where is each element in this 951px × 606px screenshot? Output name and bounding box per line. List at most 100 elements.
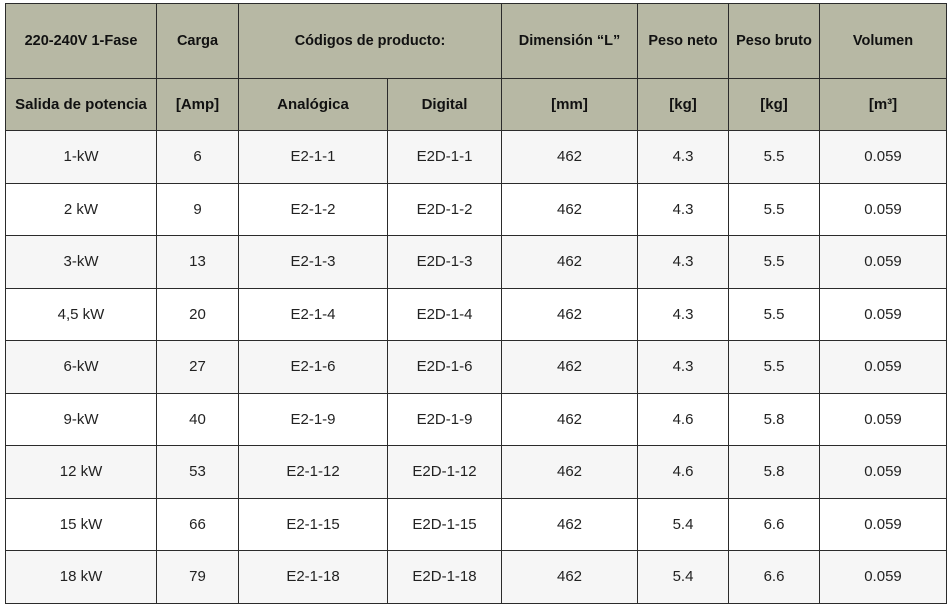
header-load-unit: [Amp] (156, 78, 239, 131)
cell-net-weight: 5.4 (637, 497, 729, 551)
cell-digital-code: E2D-1-4 (387, 287, 502, 341)
cell-analog-code: E2-1-6 (238, 340, 388, 394)
table-body: 1-kW 6 E2-1-1 E2D-1-1 462 4.3 5.5 0.059 … (5, 130, 947, 604)
cell-power: 4,5 kW (5, 287, 157, 341)
cell-dimension: 462 (501, 340, 638, 394)
cell-analog-code: E2-1-12 (238, 445, 388, 499)
table-row: 18 kW 79 E2-1-18 E2D-1-18 462 5.4 6.6 0.… (5, 550, 947, 604)
cell-volume: 0.059 (819, 130, 947, 184)
cell-power: 12 kW (5, 445, 157, 499)
cell-digital-code: E2D-1-1 (387, 130, 502, 184)
spec-table-container: 220-240V 1-Fase Carga Códigos de product… (5, 3, 947, 604)
table-row: 3-kW 13 E2-1-3 E2D-1-3 462 4.3 5.5 0.059 (5, 235, 947, 289)
cell-analog-code: E2-1-3 (238, 235, 388, 289)
cell-digital-code: E2D-1-6 (387, 340, 502, 394)
header-volume: Volumen (819, 3, 947, 79)
cell-analog-code: E2-1-1 (238, 130, 388, 184)
cell-volume: 0.059 (819, 392, 947, 446)
cell-net-weight: 4.6 (637, 392, 729, 446)
cell-power: 3-kW (5, 235, 157, 289)
cell-amp: 13 (156, 235, 239, 289)
cell-dimension: 462 (501, 497, 638, 551)
header-net-weight-unit: [kg] (637, 78, 729, 131)
product-spec-table: 220-240V 1-Fase Carga Códigos de product… (5, 3, 947, 604)
cell-digital-code: E2D-1-9 (387, 392, 502, 446)
cell-amp: 79 (156, 550, 239, 604)
cell-net-weight: 4.6 (637, 445, 729, 499)
cell-volume: 0.059 (819, 497, 947, 551)
cell-net-weight: 4.3 (637, 340, 729, 394)
header-row-titles: 220-240V 1-Fase Carga Códigos de product… (5, 3, 947, 79)
cell-digital-code: E2D-1-3 (387, 235, 502, 289)
header-dimension-unit: [mm] (501, 78, 638, 131)
cell-analog-code: E2-1-2 (238, 182, 388, 236)
cell-dimension: 462 (501, 445, 638, 499)
header-product-codes: Códigos de producto: (238, 3, 502, 79)
cell-amp: 20 (156, 287, 239, 341)
header-gross-weight-unit: [kg] (728, 78, 820, 131)
cell-digital-code: E2D-1-15 (387, 497, 502, 551)
header-load: Carga (156, 3, 239, 79)
header-analog: Analógica (238, 78, 388, 131)
cell-amp: 53 (156, 445, 239, 499)
cell-analog-code: E2-1-15 (238, 497, 388, 551)
table-row: 6-kW 27 E2-1-6 E2D-1-6 462 4.3 5.5 0.059 (5, 340, 947, 394)
cell-analog-code: E2-1-18 (238, 550, 388, 604)
cell-gross-weight: 6.6 (728, 497, 820, 551)
table-row: 2 kW 9 E2-1-2 E2D-1-2 462 4.3 5.5 0.059 (5, 182, 947, 236)
cell-volume: 0.059 (819, 287, 947, 341)
cell-analog-code: E2-1-9 (238, 392, 388, 446)
header-volume-unit: [m³] (819, 78, 947, 131)
cell-amp: 9 (156, 182, 239, 236)
cell-amp: 66 (156, 497, 239, 551)
cell-volume: 0.059 (819, 340, 947, 394)
header-dimension: Dimensión “L” (501, 3, 638, 79)
table-row: 15 kW 66 E2-1-15 E2D-1-15 462 5.4 6.6 0.… (5, 497, 947, 551)
cell-gross-weight: 5.8 (728, 445, 820, 499)
cell-dimension: 462 (501, 182, 638, 236)
cell-power: 15 kW (5, 497, 157, 551)
cell-volume: 0.059 (819, 182, 947, 236)
cell-dimension: 462 (501, 287, 638, 341)
header-voltage: 220-240V 1-Fase (5, 3, 157, 79)
header-gross-weight: Peso bruto (728, 3, 820, 79)
table-row: 9-kW 40 E2-1-9 E2D-1-9 462 4.6 5.8 0.059 (5, 392, 947, 446)
cell-gross-weight: 5.5 (728, 287, 820, 341)
cell-gross-weight: 5.5 (728, 130, 820, 184)
cell-gross-weight: 5.5 (728, 340, 820, 394)
cell-digital-code: E2D-1-12 (387, 445, 502, 499)
cell-net-weight: 4.3 (637, 130, 729, 184)
cell-digital-code: E2D-1-2 (387, 182, 502, 236)
header-digital: Digital (387, 78, 502, 131)
cell-power: 6-kW (5, 340, 157, 394)
cell-dimension: 462 (501, 235, 638, 289)
cell-volume: 0.059 (819, 550, 947, 604)
cell-gross-weight: 5.5 (728, 235, 820, 289)
header-net-weight: Peso neto (637, 3, 729, 79)
cell-dimension: 462 (501, 130, 638, 184)
cell-net-weight: 4.3 (637, 235, 729, 289)
cell-power: 9-kW (5, 392, 157, 446)
cell-gross-weight: 5.5 (728, 182, 820, 236)
cell-amp: 6 (156, 130, 239, 184)
cell-volume: 0.059 (819, 445, 947, 499)
table-header: 220-240V 1-Fase Carga Códigos de product… (5, 3, 947, 131)
cell-analog-code: E2-1-4 (238, 287, 388, 341)
cell-amp: 27 (156, 340, 239, 394)
cell-digital-code: E2D-1-18 (387, 550, 502, 604)
header-row-units: Salida de potencia [Amp] Analógica Digit… (5, 78, 947, 131)
cell-dimension: 462 (501, 550, 638, 604)
cell-net-weight: 4.3 (637, 182, 729, 236)
cell-volume: 0.059 (819, 235, 947, 289)
table-row: 12 kW 53 E2-1-12 E2D-1-12 462 4.6 5.8 0.… (5, 445, 947, 499)
cell-power: 18 kW (5, 550, 157, 604)
cell-gross-weight: 5.8 (728, 392, 820, 446)
cell-dimension: 462 (501, 392, 638, 446)
table-row: 4,5 kW 20 E2-1-4 E2D-1-4 462 4.3 5.5 0.0… (5, 287, 947, 341)
table-row: 1-kW 6 E2-1-1 E2D-1-1 462 4.3 5.5 0.059 (5, 130, 947, 184)
cell-net-weight: 4.3 (637, 287, 729, 341)
cell-amp: 40 (156, 392, 239, 446)
header-power-output: Salida de potencia (5, 78, 157, 131)
cell-power: 1-kW (5, 130, 157, 184)
cell-power: 2 kW (5, 182, 157, 236)
